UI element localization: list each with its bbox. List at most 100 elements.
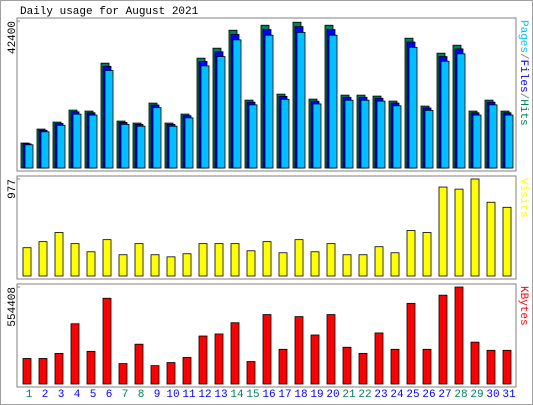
bar <box>278 252 288 277</box>
x-tick-label: 19 <box>310 389 323 401</box>
bar <box>150 365 160 385</box>
bar <box>150 254 160 277</box>
legend-entry: KBytes <box>517 286 529 326</box>
legend: KBytes <box>517 286 529 326</box>
bar <box>246 250 256 277</box>
bar <box>504 114 514 169</box>
bar <box>310 334 320 385</box>
x-tick-label: 7 <box>122 389 129 401</box>
x-tick-label: 24 <box>390 389 404 401</box>
y-tick-label: 42400 <box>7 21 19 54</box>
x-tick-label: 18 <box>294 389 307 401</box>
bar <box>406 302 416 385</box>
x-tick-label: 13 <box>214 389 227 401</box>
x-tick-label: 30 <box>486 389 499 401</box>
bar <box>102 239 112 277</box>
y-tick-label: 977 <box>7 179 19 199</box>
x-tick-label: 17 <box>278 389 291 401</box>
bar <box>342 346 352 385</box>
x-tick-label: 2 <box>42 389 49 401</box>
bar <box>102 297 112 385</box>
bar <box>422 232 432 277</box>
bar <box>24 144 34 169</box>
bar <box>328 34 338 169</box>
x-tick-label: 25 <box>406 389 419 401</box>
bar <box>56 124 66 169</box>
bar <box>438 186 448 277</box>
bar <box>390 252 400 277</box>
bar <box>214 333 224 385</box>
x-tick-label: 16 <box>262 389 275 401</box>
bar <box>424 110 434 169</box>
bar <box>376 100 386 169</box>
bar <box>54 352 64 385</box>
bar <box>184 117 194 169</box>
bar <box>294 239 304 277</box>
bar <box>358 254 368 277</box>
x-tick-label: 22 <box>358 389 371 401</box>
legend-entry: Files <box>517 60 529 93</box>
bar <box>246 361 256 385</box>
x-tick-label: 6 <box>106 389 113 401</box>
legend: Visits <box>517 178 529 218</box>
chart-title: Daily usage for August 2021 <box>20 6 199 18</box>
x-tick-label: 27 <box>438 389 451 401</box>
bar <box>166 256 176 277</box>
bar <box>134 243 144 277</box>
bar <box>264 34 274 169</box>
legend-entry: Hits <box>517 99 529 125</box>
bar <box>358 352 368 385</box>
bar <box>486 349 496 385</box>
legend-entry: Visits <box>517 178 529 218</box>
x-tick-label: 4 <box>74 389 81 401</box>
bar <box>486 201 496 277</box>
bar <box>152 107 162 169</box>
bar <box>326 243 336 277</box>
bar <box>312 103 322 169</box>
x-tick-label: 1 <box>26 389 33 401</box>
bar <box>294 316 304 385</box>
y-tick-label: 554408 <box>7 287 19 327</box>
bar <box>440 60 450 169</box>
x-tick-label: 29 <box>470 389 483 401</box>
bar <box>70 243 80 277</box>
bar <box>118 363 128 385</box>
bar <box>278 348 288 385</box>
bar <box>166 362 176 385</box>
bar <box>104 70 114 169</box>
bar <box>86 251 96 277</box>
bar <box>374 246 384 277</box>
bar <box>470 178 480 277</box>
bar <box>472 114 482 169</box>
bar <box>118 254 128 277</box>
bar <box>38 358 48 385</box>
bar <box>54 232 64 277</box>
bar <box>182 253 192 277</box>
bar <box>422 348 432 385</box>
x-tick-label: 14 <box>230 389 244 401</box>
bar <box>182 357 192 385</box>
x-tick-label: 11 <box>182 389 196 401</box>
bar <box>200 65 210 169</box>
bar <box>438 294 448 385</box>
x-tick-label: 9 <box>154 389 161 401</box>
bar <box>230 243 240 277</box>
bar <box>408 46 418 169</box>
bar <box>262 314 272 385</box>
bar <box>342 254 352 277</box>
bar <box>168 125 178 169</box>
bar <box>502 349 512 385</box>
x-tick-label: 12 <box>198 389 211 401</box>
bar <box>454 286 464 385</box>
bar <box>248 104 258 169</box>
legend-entry: Pages <box>517 20 529 53</box>
bar <box>86 350 96 385</box>
bar <box>310 251 320 277</box>
bar <box>502 206 512 277</box>
bar <box>296 32 306 169</box>
x-tick-label: 28 <box>454 389 467 401</box>
bar <box>470 341 480 385</box>
bar <box>136 125 146 169</box>
bar <box>454 188 464 277</box>
